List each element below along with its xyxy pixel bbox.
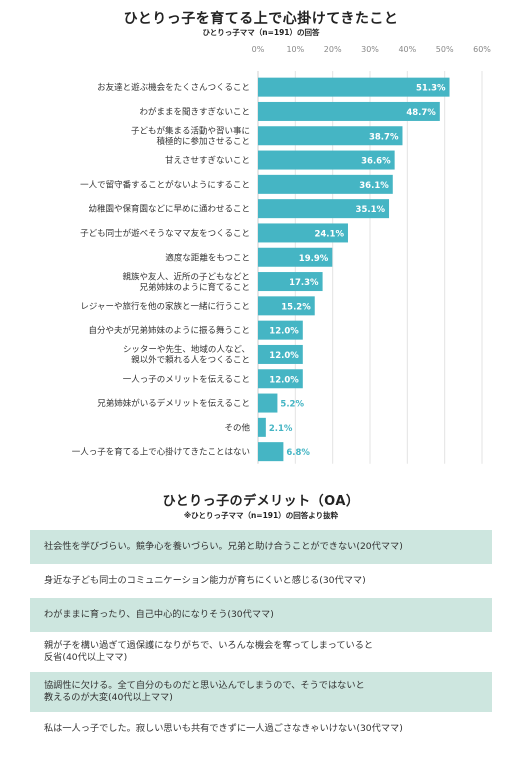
x-tick-label: 50% (436, 45, 454, 54)
data-label: 35.1% (356, 205, 386, 215)
bar (258, 150, 395, 170)
bar (258, 320, 303, 340)
demerit-comment-text: 親が子を構い過ぎて過保護になりがちで、いろんな機会を奪ってしまっていると 反省(… (44, 640, 374, 663)
bar (258, 272, 323, 292)
data-label: 5.2% (280, 400, 304, 410)
x-tick-label: 60% (473, 45, 491, 54)
bar (258, 442, 284, 462)
data-label: 36.1% (359, 181, 389, 191)
category-label: 適度な距離をもつこと (165, 252, 250, 263)
category-label: 一人っ子のメリットを伝えること (123, 374, 250, 385)
demerit-comment: 社会性を学びづらい。競争心を養いづらい。兄弟と助け合うことができない(20代ママ… (30, 530, 492, 564)
category-label: 甘えさせすぎないこと (165, 155, 250, 166)
category-label: 子ども同士が遊べそうなママ友をつくること (80, 228, 250, 239)
data-label: 12.0% (269, 351, 299, 361)
data-label: 19.9% (299, 254, 329, 264)
category-label: レジャーや旅行を他の家族と一緒に行うこと (80, 301, 250, 312)
bar (258, 296, 315, 316)
demerits-list: 社会性を学びづらい。競争心を養いづらい。兄弟と助け合うことができない(20代ママ… (30, 530, 492, 746)
demerit-comment: 私は一人っ子でした。寂しい思いも共有できずに一人過ごさなきゃいけない(30代ママ… (30, 712, 492, 746)
bar (258, 199, 390, 219)
bar (258, 417, 266, 437)
category-label: シッターや先生、地域の人など、親以外で頼れる人をつくること (123, 344, 250, 366)
category-label: その他 (224, 422, 250, 433)
demerit-comment-text: 社会性を学びづらい。競争心を養いづらい。兄弟と助け合うことができない(20代ママ… (44, 541, 403, 552)
data-label: 12.0% (269, 375, 299, 385)
bar (258, 393, 278, 413)
demerit-comment-text: わがままに育ったり、自己中心的になりそう(30代ママ) (44, 609, 274, 620)
category-label: わがままを聞きすぎないこと (139, 106, 250, 117)
chart-title: ひとりっ子を育てる上で心掛けてきたこと (123, 11, 399, 27)
demerit-comment: わがままに育ったり、自己中心的になりそう(30代ママ) (30, 598, 492, 632)
x-tick-label: 10% (286, 45, 304, 54)
category-label: 自分や夫が兄弟姉妹のように振る舞うこと (88, 325, 250, 336)
category-label: 親族や友人、近所の子どもなどと兄弟姉妹のように育てること (122, 271, 250, 293)
data-label: 2.1% (269, 424, 293, 434)
category-label: 一人っ子を育てる上で心掛けてきたことはない (72, 447, 250, 458)
category-label: 一人で留守番することがないようにすること (80, 179, 250, 190)
bar (258, 126, 403, 146)
chart-subtitle: ひとりっ子ママ（n=191）の回答 (202, 28, 320, 37)
demerits-title: ひとりっ子のデメリット（OA） (162, 494, 360, 509)
category-label: お友達と遊ぶ機会をたくさんつくること (97, 82, 250, 93)
x-tick-label: 30% (361, 45, 379, 54)
demerit-comment: 身近な子ども同士のコミュニケーション能力が育ちにくいと感じる(30代ママ) (30, 564, 492, 598)
x-tick-label: 0% (252, 45, 265, 54)
data-label: 17.3% (289, 278, 319, 288)
bar (258, 77, 450, 97)
demerits-subtitle: ※ひとりっ子ママ（n=191）の回答より抜粋 (183, 511, 339, 520)
data-label: 6.8% (286, 448, 310, 458)
category-label: 子どもが集まる活動や習い事に積極的に参加させること (131, 126, 250, 148)
demerit-comment-text: 協調性に欠ける。全て自分のものだと思い込んでしまうので、そうではないと 教えるの… (44, 680, 365, 703)
demerit-comment: 協調性に欠ける。全て自分のものだと思い込んでしまうので、そうではないと 教えるの… (30, 672, 492, 712)
category-label: 幼稚園や保育園などに早めに通わせること (88, 204, 250, 215)
bar (258, 369, 303, 389)
data-label: 38.7% (369, 132, 399, 142)
data-label: 51.3% (416, 84, 446, 94)
demerit-comment-text: 私は一人っ子でした。寂しい思いも共有できずに一人過ごさなきゃいけない(30代ママ… (44, 723, 403, 734)
bar (258, 247, 333, 267)
bar (258, 223, 348, 243)
data-label: 48.7% (406, 108, 436, 118)
data-label: 36.6% (361, 157, 391, 167)
x-tick-label: 20% (324, 45, 342, 54)
bar (258, 344, 303, 364)
bar-chart: 0% 10% 20% 30% 40% 50% 60% お友達と遊ぶ機会をたくさんつくること 51… (72, 45, 491, 464)
demerit-comment: 親が子を構い過ぎて過保護になりがちで、いろんな機会を奪ってしまっていると 反省(… (30, 632, 492, 672)
data-label: 24.1% (314, 229, 344, 239)
x-tick-label: 40% (398, 45, 416, 54)
demerit-comment-text: 身近な子ども同士のコミュニケーション能力が育ちにくいと感じる(30代ママ) (44, 575, 366, 586)
data-label: 15.2% (281, 302, 311, 312)
bar (258, 101, 440, 121)
bar (258, 174, 393, 194)
category-label: 兄弟姉妹がいるデメリットを伝えること (97, 398, 250, 409)
data-label: 12.0% (269, 327, 299, 337)
